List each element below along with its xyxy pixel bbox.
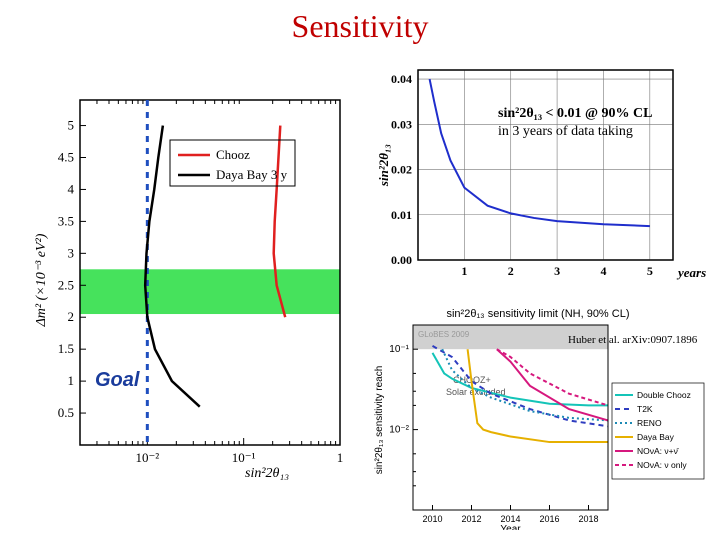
svg-text:Double Chooz: Double Chooz [637, 390, 691, 400]
svg-text:0.5: 0.5 [58, 405, 74, 420]
svg-text:1: 1 [68, 373, 75, 388]
svg-text:10⁻²: 10⁻² [135, 450, 159, 465]
svg-text:sin²2θ₁₃: sin²2θ₁₃ [245, 466, 289, 481]
svg-text:years: years [676, 265, 706, 280]
svg-text:2012: 2012 [461, 514, 481, 524]
svg-text:5: 5 [68, 118, 75, 133]
svg-text:0.01: 0.01 [391, 208, 412, 222]
svg-text:4: 4 [68, 181, 75, 196]
svg-text:4: 4 [600, 264, 606, 278]
svg-text:Huber et al. arXiv:0907.1896: Huber et al. arXiv:0907.1896 [568, 334, 698, 346]
svg-text:10⁻¹: 10⁻¹ [389, 344, 409, 355]
svg-text:RENO: RENO [637, 418, 662, 428]
svg-text:0.02: 0.02 [391, 163, 412, 177]
svg-text:2016: 2016 [539, 514, 559, 524]
svg-text:0.00: 0.00 [391, 253, 412, 267]
svg-text:sin²2θ₁₃ sensitivity limit (NH: sin²2θ₁₃ sensitivity limit (NH, 90% CL) [446, 308, 629, 320]
svg-text:0.04: 0.04 [391, 72, 412, 86]
page-title: Sensitivity [0, 8, 720, 45]
svg-text:2.5: 2.5 [58, 277, 74, 292]
left-chart: 0.5 1 1.5 2 2.5 3 3.5 4 4.5 5 10⁻² 10⁻¹ 1 Δm² (×10⁻³ … [30, 90, 355, 485]
svg-text:5: 5 [647, 264, 653, 278]
svg-text:4.5: 4.5 [58, 150, 74, 165]
svg-text:Chooz: Chooz [216, 147, 250, 162]
svg-text:0.03: 0.03 [391, 117, 412, 131]
svg-text:Δm² (×10⁻³ eV²): Δm² (×10⁻³ eV²) [34, 233, 49, 327]
svg-text:2: 2 [68, 309, 75, 324]
svg-text:sin²2θ₁₃ < 0.01 @ 90% CL: sin²2θ₁₃ < 0.01 @ 90% CL [498, 106, 652, 121]
svg-text:Year: Year [500, 524, 521, 530]
svg-text:3: 3 [68, 245, 75, 260]
svg-text:1.5: 1.5 [58, 341, 74, 356]
svg-text:GLoBES 2009: GLoBES 2009 [418, 330, 470, 339]
svg-text:2018: 2018 [578, 514, 598, 524]
svg-text:3.5: 3.5 [58, 213, 74, 228]
svg-text:Goal: Goal [95, 369, 140, 391]
svg-text:NOνA: ν+ν̄: NOνA: ν+ν̄ [637, 446, 680, 456]
svg-text:1: 1 [461, 264, 467, 278]
svg-text:3: 3 [554, 264, 560, 278]
bottom-right-chart: sin²2θ₁₃ sensitivity limit (NH, 90% CL) … [368, 305, 708, 530]
svg-text:Daya Bay 3 y: Daya Bay 3 y [216, 167, 288, 182]
top-right-chart: 1 2 3 4 5 0.00 0.01 0.02 0.03 0.04 sin²2θ₁₃ years si… [368, 55, 708, 285]
svg-text:in 3 years of data taking: in 3 years of data taking [498, 124, 633, 139]
svg-text:2: 2 [508, 264, 514, 278]
svg-text:2014: 2014 [500, 514, 520, 524]
svg-text:10⁻¹: 10⁻¹ [232, 450, 256, 465]
svg-text:10⁻²: 10⁻² [389, 425, 409, 436]
svg-text:2010: 2010 [422, 514, 442, 524]
svg-text:NOνA: ν only: NOνA: ν only [637, 460, 687, 470]
svg-text:Daya Bay: Daya Bay [637, 432, 675, 442]
svg-text:T2K: T2K [637, 404, 653, 414]
svg-text:1: 1 [337, 450, 344, 465]
svg-text:sin²2θ₁₃ sensitivity reach: sin²2θ₁₃ sensitivity reach [374, 366, 385, 475]
svg-text:sin²2θ₁₃: sin²2θ₁₃ [376, 144, 391, 187]
